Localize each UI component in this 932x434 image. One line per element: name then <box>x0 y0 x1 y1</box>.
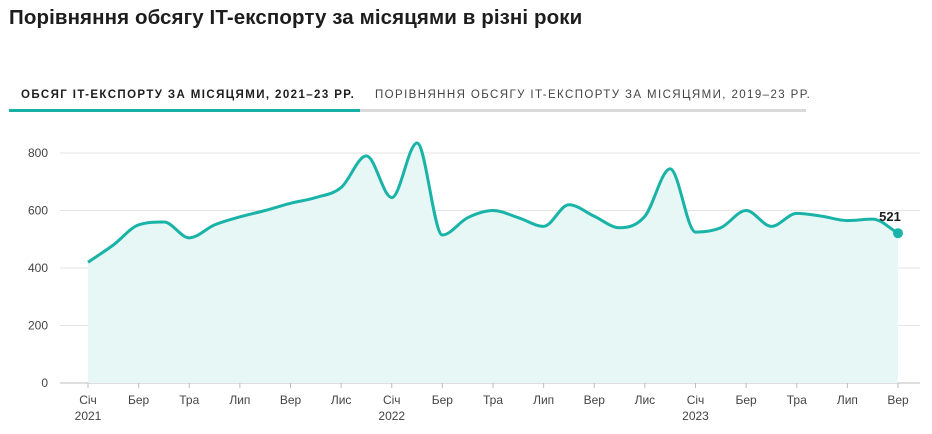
data-label-last: 521 <box>879 209 901 224</box>
tab-inactive-indicator <box>360 109 806 112</box>
x-tick-label: Тра <box>483 393 503 407</box>
series-points: 521 <box>879 209 903 239</box>
y-tick-label: 600 <box>28 204 48 218</box>
x-tick-label: Січ <box>383 393 401 407</box>
x-tick-label: Бер <box>432 393 454 407</box>
chart-title: Порівняння обсягу IT-експорту за місяцям… <box>9 6 583 29</box>
tab-2021-23[interactable]: Обсяг IT-експорту за місяцями, 2021–23 р… <box>21 89 356 101</box>
x-tick-label: Лис <box>331 393 352 407</box>
tab-2019-23[interactable]: Порівняння обсягу IT-експорту за місяцям… <box>375 89 812 101</box>
x-tick-label: Вер <box>280 393 302 407</box>
x-tick-year-label: 2023 <box>682 409 709 423</box>
y-tick-label: 0 <box>41 376 48 390</box>
x-tick-label: Лип <box>533 393 554 407</box>
x-axis: Січ 2021 Бер Тра Лип Вер Лис Січ 2022 Бер Тра Лип Ве… <box>60 382 920 423</box>
x-tick-year-label: 2021 <box>75 409 102 423</box>
x-tick-label: Бер <box>736 393 758 407</box>
series-area <box>88 142 898 383</box>
x-tick-label: Січ <box>79 393 97 407</box>
y-tick-label: 800 <box>28 146 48 160</box>
x-tick-label: Бер <box>128 393 150 407</box>
x-tick-label: Січ <box>687 393 705 407</box>
y-tick-label: 400 <box>28 261 48 275</box>
y-tick-label: 200 <box>28 319 48 333</box>
series-line <box>87 141 899 264</box>
tab-active-indicator <box>9 109 360 112</box>
x-tick-label: Вер <box>584 393 606 407</box>
y-axis: 0 200 400 600 800 <box>28 146 48 390</box>
x-tick-label: Лис <box>635 393 656 407</box>
x-tick-label: Тра <box>787 393 807 407</box>
chart-tabs: Обсяг IT-експорту за місяцями, 2021–23 р… <box>9 86 812 112</box>
x-tick-label: Вер <box>887 393 909 407</box>
x-tick-label: Лип <box>837 393 858 407</box>
x-tick-year-label: 2022 <box>378 409 405 423</box>
x-tick-label: Тра <box>179 393 199 407</box>
x-tick-label: Лип <box>229 393 250 407</box>
data-point-last <box>893 228 903 239</box>
